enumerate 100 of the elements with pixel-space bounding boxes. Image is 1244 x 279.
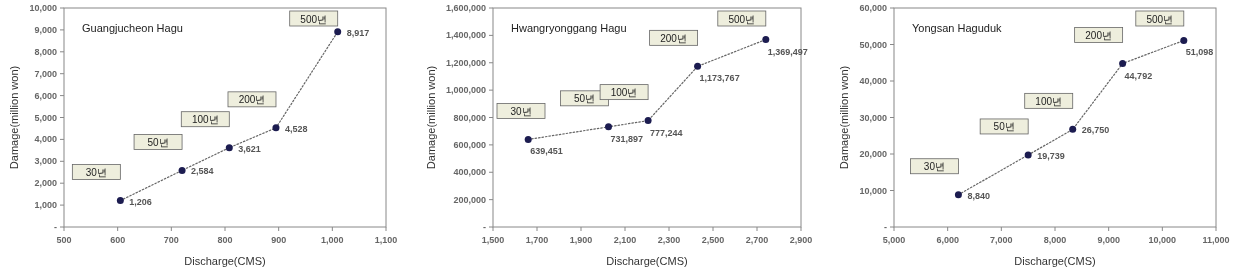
point [1119,60,1127,68]
point [225,144,233,152]
annotation: 100년 [1035,95,1063,107]
y-tick-label: - [884,222,887,232]
data-label: 4,528 [284,123,308,134]
annotation: 50년 [573,93,596,105]
point [524,135,532,143]
annotation: 500년 [1146,13,1174,25]
point [178,166,186,174]
y-tick-label: 20,000 [859,149,887,159]
x-tick-label: 1,100 [374,235,398,245]
y-axis-title: Damage(million won) [8,65,20,170]
y-tick-label: 30,000 [859,112,887,123]
data-label: 8,840 [967,190,990,201]
x-tick-label: 900 [271,235,287,245]
annotation: 200년 [660,32,687,44]
x-tick-label: 10,000 [1148,235,1177,245]
x-tick-label: 1,500 [481,235,505,245]
y-axis-title: Damage(million won) [838,65,850,170]
annotation: 500년 [728,13,756,25]
point [116,197,124,205]
x-axis-title: Discharge(CMS) [606,255,688,267]
annotation: 500년 [300,13,328,25]
x-tick-label: 2,700 [745,235,769,245]
y-tick-label: 5,000 [34,112,57,123]
y-tick-label: 9,000 [34,24,57,35]
y-tick-label: 60,000 [859,3,887,13]
point [762,36,770,44]
data-label: 3,621 [238,143,261,154]
x-axis-title: Discharge(CMS) [184,255,266,267]
y-tick-label: 10,000 [29,3,57,13]
x-axis-title: Discharge(CMS) [1014,255,1096,267]
annotation: 30년 [923,161,945,173]
point [1180,36,1188,44]
annotation: 50년 [147,136,169,148]
point [272,124,280,132]
annotation: 100년 [610,87,638,99]
x-tick-label: 2,300 [657,235,681,245]
y-tick-label: 1,000 [34,200,57,211]
x-tick-label: 700 [163,235,179,245]
annotation: 100년 [191,114,219,126]
point [1024,151,1032,159]
y-tick-label: - [483,222,486,232]
annotation: 30년 [85,167,107,179]
point [644,117,652,125]
x-tick-label: 2,100 [613,235,637,245]
y-tick-label: 3,000 [34,156,57,167]
y-tick-label: 40,000 [859,76,887,86]
x-tick-label: 2,500 [701,235,725,245]
data-label: 51,098 [1185,47,1214,58]
data-label: 1,206 [129,196,152,207]
y-tick-label: - [54,222,57,232]
data-label: 731,897 [610,133,644,144]
data-label: 44,792 [1124,70,1153,81]
x-tick-label: 7,000 [990,235,1013,245]
text: Yongsan Haguduk [912,22,1002,34]
y-tick-label: 400,000 [453,167,486,178]
x-tick-label: 11,000 [1202,235,1230,245]
data-label: 2,584 [191,166,214,177]
y-tick-label: 800,000 [453,112,486,123]
x-tick-label: 600 [110,235,126,245]
y-tick-label: 200,000 [453,194,486,205]
y-tick-label: 8,000 [34,46,57,57]
x-tick-label: 1,700 [525,235,549,245]
data-label: 19,739 [1037,150,1065,161]
x-tick-label: 5,000 [882,235,906,245]
data-label: 1,369,497 [767,46,808,57]
text: Hwangryonggang Hagu [511,22,627,34]
y-tick-label: 6,000 [34,90,57,101]
point [954,191,962,199]
x-tick-label: 800 [217,235,233,245]
y-tick-label: 50,000 [859,39,887,50]
x-tick-label: 9,000 [1097,235,1120,245]
y-tick-label: 4,000 [34,134,57,145]
x-tick-label: 1,000 [321,235,344,245]
point [694,62,702,70]
annotation: 30년 [510,105,532,117]
text: Guangjucheon Hagu [82,22,183,34]
annotation: 200년 [238,94,266,106]
point [334,28,342,36]
y-tick-label: 1,400,000 [445,30,486,41]
x-tick-label: 8,000 [1043,235,1067,245]
x-tick-label: 1,900 [569,235,593,245]
annotation: 50년 [993,121,1015,133]
annotation: 200년 [1085,30,1112,42]
y-tick-label: 1,000,000 [445,85,486,96]
x-tick-label: 6,000 [936,235,959,245]
point [605,123,612,131]
data-label: 1,173,767 [699,73,740,84]
data-label: 8,917 [346,27,370,38]
data-label: 26,750 [1081,125,1110,136]
data-label: 639,451 [530,146,563,157]
y-tick-label: 1,200,000 [445,57,486,68]
y-tick-label: 2,000 [34,178,57,189]
y-axis-title: Damage(million won) [425,65,437,170]
x-tick-label: 2,900 [789,235,813,245]
data-label: 777,244 [650,127,683,138]
y-tick-label: 1,600,000 [445,3,486,13]
y-tick-label: 7,000 [34,68,57,79]
point [1069,125,1077,133]
